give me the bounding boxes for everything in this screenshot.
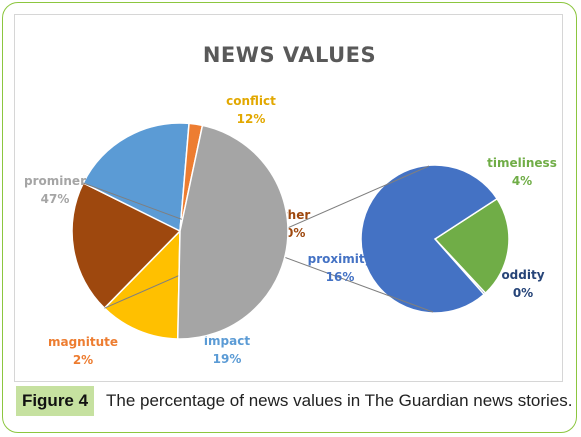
data-label-name: prominer (24, 174, 86, 188)
pie-slice-other (71, 181, 182, 310)
pie-slice-prominence-overlay (176, 124, 289, 340)
secondary-slice-proximity (360, 164, 499, 314)
caption-text: The percentage of news values in The Gua… (106, 391, 573, 410)
data-label-name: oddity (501, 268, 544, 282)
secondary-slice-timeliness (433, 197, 510, 295)
data-label-name: magnitute (48, 335, 118, 349)
figure-caption: Figure 4 The percentage of news values i… (16, 386, 573, 416)
data-label-value: 12% (237, 112, 266, 126)
data-label-name: proximity (308, 252, 373, 266)
data-label-impact: impact 19% (204, 334, 250, 366)
bar-of-pie-chart: prominer47%conflict12%Other20%impact19%m… (24, 94, 557, 367)
data-label-value: 16% (326, 270, 355, 284)
data-label-value: 2% (73, 353, 93, 367)
data-label-prominence: prominer 47% (24, 174, 86, 206)
data-label-oddity: oddity 0% (501, 268, 544, 300)
data-label-name: impact (204, 334, 250, 348)
figure-label: Figure 4 (16, 386, 94, 416)
pie-slice-impact (82, 122, 190, 233)
data-label-value: 19% (213, 352, 242, 366)
data-label-proximity: proximity 16% (308, 252, 373, 284)
data-label-name: conflict (226, 94, 276, 108)
data-label-conflict: conflict 12% (226, 94, 276, 126)
data-label-value: 4% (512, 174, 532, 188)
chart-title: NEWS VALUES (202, 43, 377, 67)
data-label-value: 47% (41, 192, 70, 206)
data-label-name: timeliness (487, 156, 557, 170)
data-label-magnitute: magnitute 2% (48, 335, 118, 367)
chart-area: NEWS VALUES prominer 47% conflict 12% Other 2… (14, 14, 563, 382)
data-label-value: 0% (513, 286, 533, 300)
pie-slice-conflict (103, 229, 181, 340)
data-label-timeliness: timeliness 4% (487, 156, 557, 188)
